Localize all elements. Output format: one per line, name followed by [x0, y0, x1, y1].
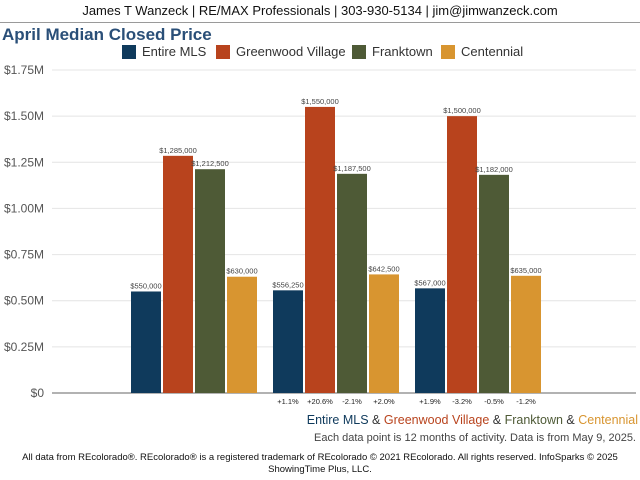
- bar: [337, 173, 367, 393]
- legend-item-greenwood-village[interactable]: Greenwood Village: [216, 44, 346, 59]
- change-label: +1.9%: [419, 397, 441, 406]
- bar: [415, 288, 445, 393]
- legend-label-entire-mls: Entire MLS: [142, 44, 207, 59]
- bar-value-label: $1,285,000: [159, 146, 197, 155]
- legend-label-greenwood-village: Greenwood Village: [236, 44, 346, 59]
- bar: [479, 174, 509, 393]
- footer: All data from REcolorado®. REcolorado® i…: [0, 452, 640, 476]
- y-tick-label: $0.25M: [4, 340, 44, 354]
- footer-line-1: All data from REcolorado®. REcolorado® i…: [22, 452, 618, 463]
- y-tick-label: $0: [31, 386, 45, 400]
- bar-value-label: $556,250: [272, 280, 303, 289]
- bar: [195, 169, 225, 393]
- legend-separator: &: [489, 413, 505, 427]
- y-tick-label: $1.75M: [4, 63, 44, 77]
- bar: [163, 155, 193, 393]
- bottom-legend-greenwood-village: Greenwood Village: [383, 413, 490, 427]
- change-label: -2.1%: [342, 397, 362, 406]
- bar: [447, 116, 477, 393]
- bar-value-label: $1,550,000: [301, 97, 339, 106]
- bar-value-label: $630,000: [226, 267, 257, 276]
- header-contact: James T Wanzeck | RE/MAX Professionals |…: [0, 0, 640, 23]
- legend-swatch-centennial: [441, 44, 455, 59]
- legend-separator: &: [562, 413, 579, 427]
- bottom-legend-centennial: Centennial: [578, 413, 638, 427]
- change-label: -3.2%: [452, 397, 472, 406]
- bottom-legend-franktown: Franktown: [504, 413, 563, 427]
- legend-swatch-greenwood-village: [216, 44, 230, 59]
- bottom-legend-entire-mls: Entire MLS: [306, 413, 369, 427]
- bar-value-label: $1,500,000: [443, 106, 481, 115]
- bar: [305, 106, 335, 393]
- legend-label-franktown: Franktown: [372, 44, 433, 59]
- change-label: +1.1%: [277, 397, 299, 406]
- bar-value-label: $1,187,500: [333, 164, 371, 173]
- bar: [131, 291, 161, 393]
- bar-value-label: $1,182,000: [475, 165, 513, 174]
- change-label: +20.6%: [307, 397, 333, 406]
- bar-value-label: $642,500: [368, 264, 399, 273]
- bar: [273, 290, 303, 393]
- top-legend: Entire MLS Greenwood Village Franktown C…: [0, 44, 640, 62]
- bar: [227, 276, 257, 393]
- bar-value-label: $635,000: [510, 266, 541, 275]
- y-tick-label: $0.75M: [4, 248, 44, 262]
- bar-chart: $0 $0.25M $0.50M $0.75M $1.00M $1.25M $1.50M $1…: [4, 63, 636, 406]
- legend-item-entire-mls[interactable]: Entire MLS: [122, 44, 206, 59]
- legend-separator: &: [368, 413, 384, 427]
- bar: [511, 275, 541, 393]
- bar-value-label: $567,000: [414, 278, 445, 287]
- change-label: +2.0%: [373, 397, 395, 406]
- bar-value-label: $1,212,500: [191, 159, 229, 168]
- legend-swatch-franktown: [352, 44, 366, 59]
- change-label: -1.2%: [516, 397, 536, 406]
- y-tick-label: $1.25M: [4, 155, 44, 169]
- legend-label-centennial: Centennial: [461, 44, 524, 59]
- change-label: -0.5%: [484, 397, 504, 406]
- bar: [369, 274, 399, 393]
- legend-item-centennial[interactable]: Centennial: [441, 44, 523, 59]
- bar-value-label: $550,000: [130, 281, 161, 290]
- y-tick-label: $1.00M: [4, 201, 44, 215]
- legend-item-franktown[interactable]: Franktown: [352, 44, 433, 59]
- footer-line-2: ShowingTime Plus, LLC.: [268, 464, 372, 475]
- chart-title: April Median Closed Price: [2, 25, 212, 44]
- legend-swatch-entire-mls: [122, 44, 136, 59]
- y-tick-label: $0.50M: [4, 294, 44, 308]
- bottom-legend: Entire MLS & Greenwood Village & Frankto…: [307, 413, 638, 427]
- data-note: Each data point is 12 months of activity…: [313, 432, 636, 444]
- y-tick-label: $1.50M: [4, 109, 44, 123]
